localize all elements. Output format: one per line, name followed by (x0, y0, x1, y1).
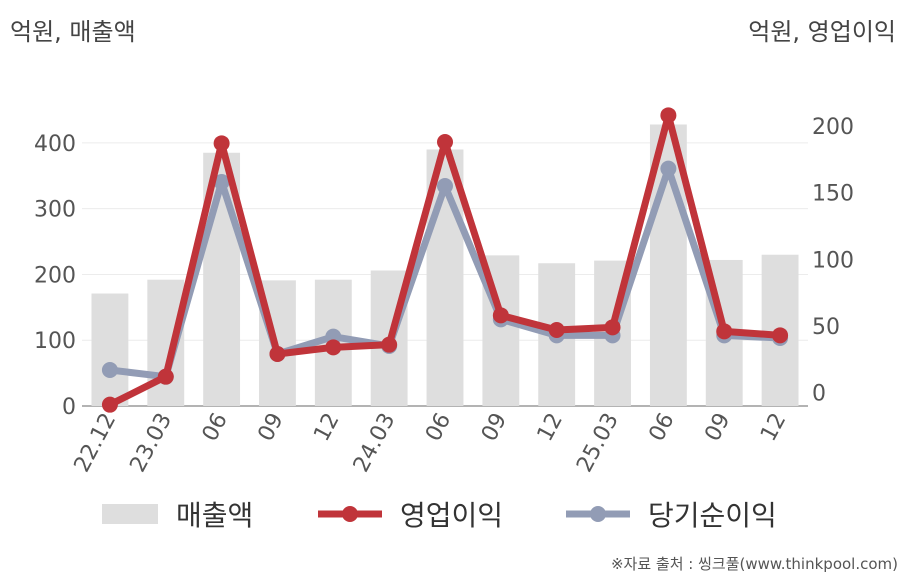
x-tick-label: 25.03 (572, 409, 624, 476)
point-operating (101, 396, 118, 413)
x-tick-label: 24.03 (349, 409, 401, 476)
left-tick-label: 400 (34, 132, 76, 157)
point-operating (325, 339, 342, 356)
legend-item-net: 당기순이익 (566, 494, 777, 534)
right-tick-label: 50 (812, 315, 840, 340)
profit-lines (101, 107, 789, 413)
legend-swatch-operating (318, 506, 382, 522)
x-tick-label: 09 (254, 409, 289, 445)
point-operating (437, 134, 453, 150)
point-operating (381, 336, 398, 353)
legend-swatch-revenue (102, 504, 158, 524)
x-tick-label: 22.12 (70, 409, 122, 476)
legend-item-revenue: 매출액 (102, 494, 253, 534)
legend-label-revenue: 매출액 (176, 499, 254, 532)
legend-label-net: 당기순이익 (648, 499, 777, 532)
point-operating (604, 319, 621, 336)
x-tick-label: 06 (421, 409, 456, 445)
point-operating (772, 327, 789, 344)
legend-swatch-net (566, 506, 630, 522)
legend: 매출액 영업이익 당기순이익 (0, 494, 908, 534)
legend-item-operating: 영업이익 (318, 494, 503, 534)
point-operating (269, 346, 286, 362)
right-axis-unit: 억원, 영업이익 (748, 18, 896, 46)
left-tick-label: 0 (62, 395, 76, 420)
left-axis-unit: 억원, 매출액 (10, 18, 136, 46)
x-tick-label: 06 (644, 409, 679, 445)
right-tick-label: 200 (812, 115, 854, 140)
x-tick-label: 09 (477, 409, 512, 445)
x-tick-label: 23.03 (125, 409, 177, 476)
point-net (101, 362, 118, 378)
point-net (660, 160, 677, 177)
x-tick-label: 09 (700, 409, 735, 445)
right-axis-ticks: 0 50 100 150 200 (812, 115, 854, 407)
point-operating (548, 322, 565, 338)
right-tick-label: 0 (812, 382, 826, 407)
point-operating (716, 323, 733, 340)
legend-label-operating: 영업이익 (400, 499, 504, 532)
left-tick-label: 100 (34, 329, 76, 354)
bar-revenue (91, 293, 129, 406)
left-axis-ticks: 0 100 200 300 400 (34, 132, 76, 420)
point-operating (660, 107, 677, 124)
x-tick-label: 12 (309, 409, 344, 445)
x-tick-label: 06 (198, 409, 233, 445)
left-tick-label: 200 (34, 263, 76, 288)
left-tick-label: 300 (34, 198, 76, 223)
point-net (213, 174, 230, 190)
point-operating (213, 135, 230, 152)
source-note: ※자료 출처 : 씽크풀(www.thinkpool.com) (610, 555, 898, 573)
right-tick-label: 150 (812, 182, 854, 207)
x-axis-ticks: 22.12 23.03 06 09 12 24.03 06 09 12 25.03 06 09 12 (70, 409, 792, 476)
point-operating (157, 368, 174, 385)
right-tick-label: 100 (812, 248, 854, 273)
chart-svg: 0 100 200 300 400 0 50 100 150 200 22.12 23.03 06 0… (34, 107, 854, 476)
x-tick-label: 12 (533, 409, 568, 445)
revenue-bars (91, 124, 799, 407)
point-net (437, 178, 453, 194)
point-operating (492, 307, 509, 324)
x-tick-label: 12 (756, 409, 791, 445)
